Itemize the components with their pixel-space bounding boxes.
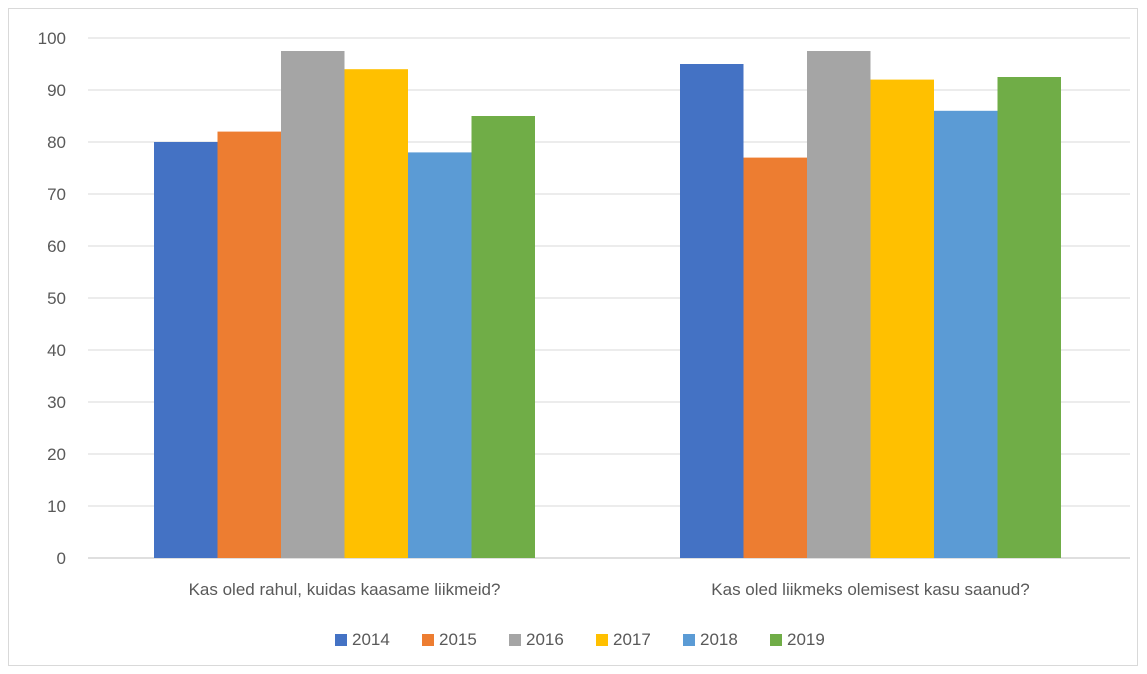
y-axis-ticks: 0 10 20 30 40 50 60 70 80 90 100: [38, 29, 66, 568]
bar-2018: [408, 152, 472, 558]
legend-label: 2015: [439, 630, 477, 649]
bar-2014: [154, 142, 218, 558]
bar-2018: [934, 110, 998, 559]
x-category-label: Kas oled liikmeks olemisest kasu saanud?: [711, 580, 1029, 599]
legend-label: 2016: [526, 630, 564, 649]
y-tick-label: 70: [47, 185, 66, 204]
y-tick-label: 60: [47, 237, 66, 256]
bar-2014: [680, 64, 744, 558]
bar-2016: [807, 51, 871, 558]
bar-2019: [471, 116, 535, 558]
legend-swatch: [770, 634, 782, 646]
x-category-label: Kas oled rahul, kuidas kaasame liikmeid?: [189, 580, 501, 599]
legend-label: 2018: [700, 630, 738, 649]
bar-2017: [870, 79, 934, 558]
legend-label: 2014: [352, 630, 390, 649]
y-tick-label: 80: [47, 133, 66, 152]
bar-2016: [281, 51, 345, 558]
bar-2015: [217, 131, 281, 558]
legend-swatch: [683, 634, 695, 646]
legend-swatch: [509, 634, 521, 646]
legend-swatch: [422, 634, 434, 646]
bars: [154, 51, 1061, 559]
legend-swatch: [335, 634, 347, 646]
y-tick-label: 50: [47, 289, 66, 308]
y-tick-label: 0: [57, 549, 66, 568]
bar-2019: [997, 77, 1061, 558]
x-axis-labels: Kas oled rahul, kuidas kaasame liikmeid?…: [189, 580, 1030, 599]
bar-2017: [344, 69, 408, 558]
legend-label: 2017: [613, 630, 651, 649]
bar-2015: [743, 157, 807, 558]
y-tick-label: 90: [47, 81, 66, 100]
y-tick-label: 40: [47, 341, 66, 360]
legend-label: 2019: [787, 630, 825, 649]
legend: 2014 2015 2016 2017 2018 2019: [335, 630, 825, 649]
legend-swatch: [596, 634, 608, 646]
y-tick-label: 20: [47, 445, 66, 464]
y-tick-label: 10: [47, 497, 66, 516]
y-tick-label: 100: [38, 29, 66, 48]
y-tick-label: 30: [47, 393, 66, 412]
